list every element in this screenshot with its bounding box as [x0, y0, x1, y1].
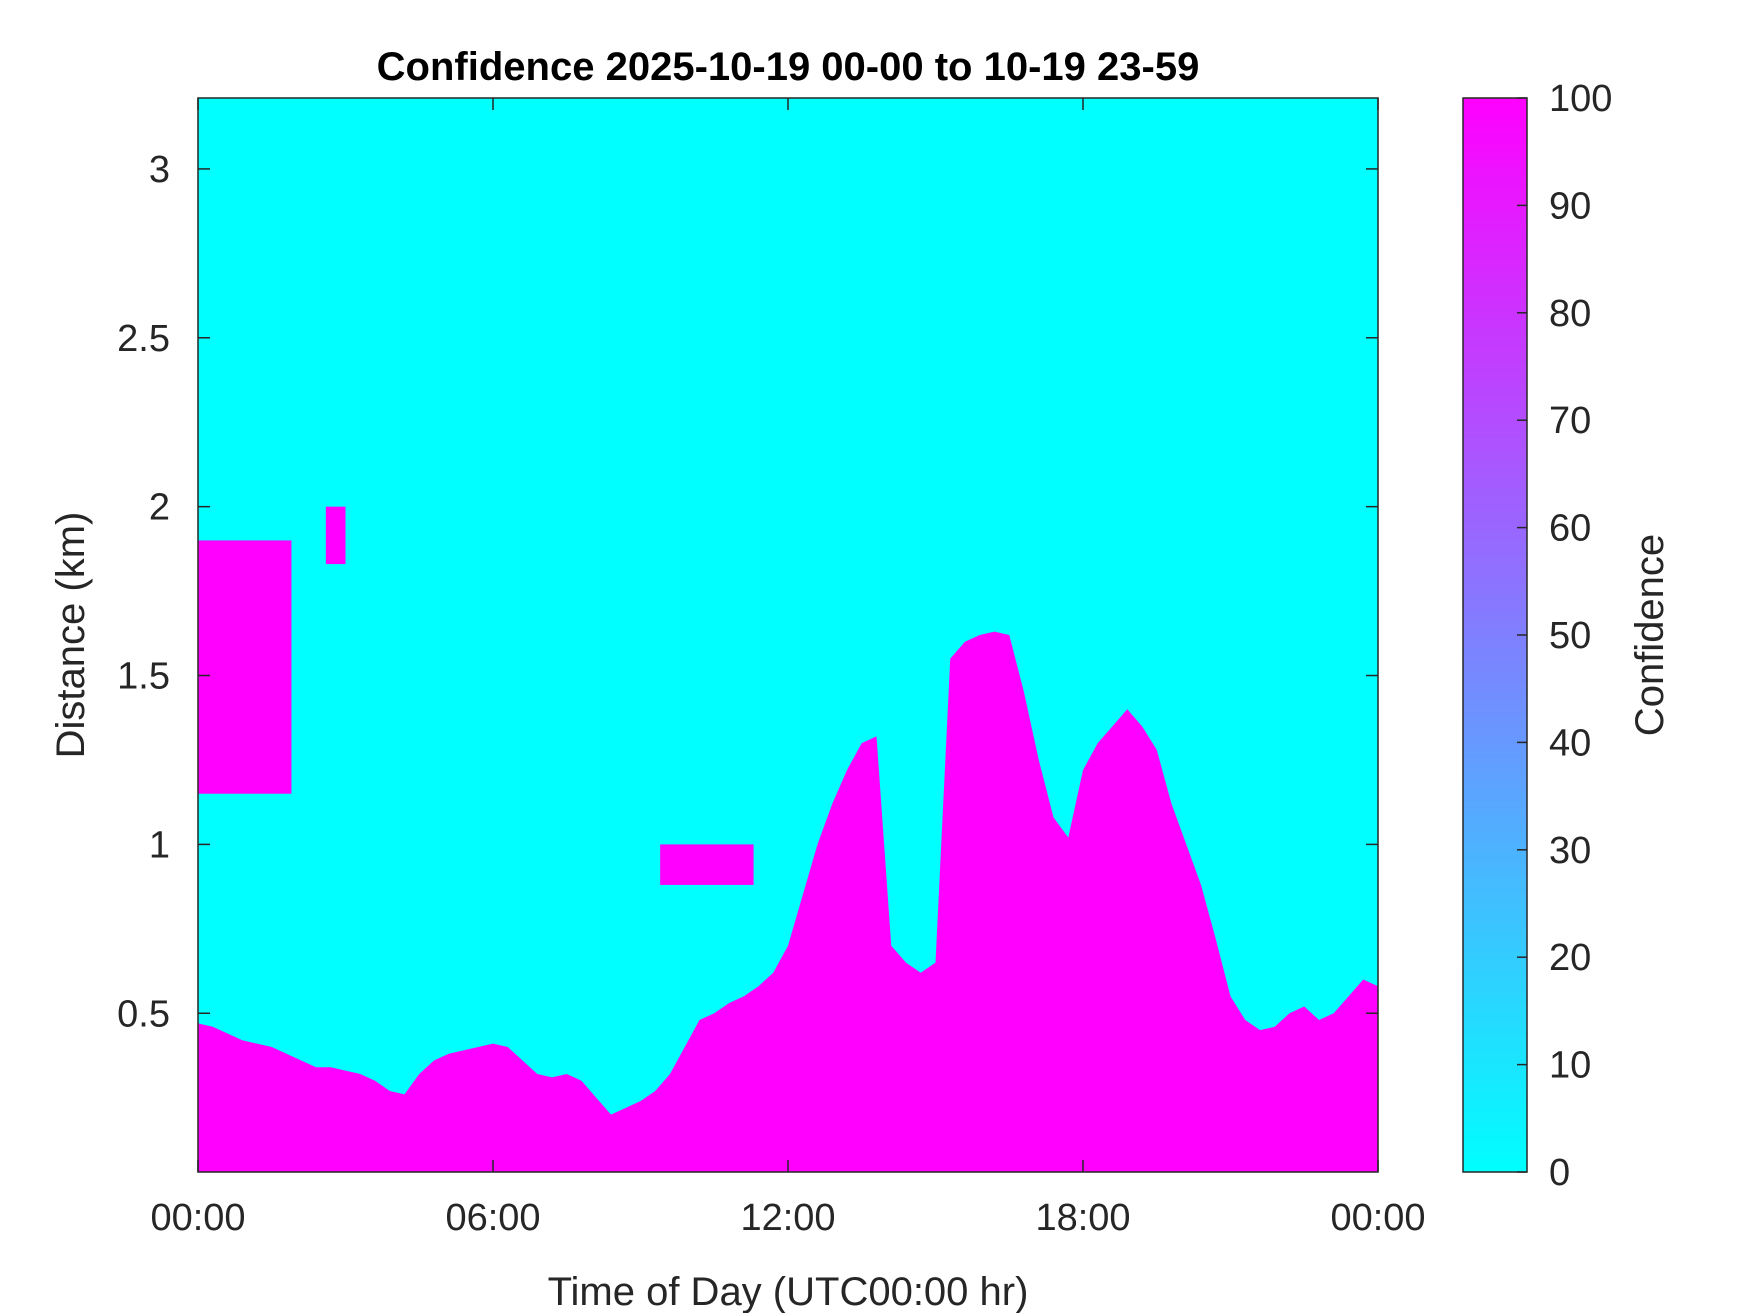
heatmap-layer — [198, 506, 1378, 1172]
x-tick-label: 06:00 — [445, 1197, 540, 1239]
y-tick-label: 2 — [149, 487, 170, 529]
colorbar-tick-label: 90 — [1549, 185, 1591, 227]
colorbar-tick-label: 40 — [1549, 722, 1591, 764]
colorbar-tick-label: 30 — [1549, 830, 1591, 872]
colorbar-tick-label: 70 — [1549, 400, 1591, 442]
colorbar-gradient — [1462, 97, 1528, 1173]
y-tick-label: 0.5 — [117, 993, 170, 1035]
x-tick-label: 18:00 — [1035, 1197, 1130, 1239]
confidence-layer — [198, 631, 1378, 1172]
colorbar-tick-label: 80 — [1549, 293, 1591, 335]
colorbar-label: Confidence — [1628, 534, 1672, 736]
colorbar-tick-label: 50 — [1549, 615, 1591, 657]
confidence-patch-2 — [325, 506, 346, 565]
x-tick-label: 00:00 — [150, 1197, 245, 1239]
colorbar-tick-label: 100 — [1549, 78, 1612, 120]
chart-title: Confidence 2025-10-19 00-00 to 10-19 23-… — [377, 45, 1200, 89]
y-tick-label: 3 — [149, 149, 170, 191]
x-axis-label: Time of Day (UTC00:00 hr) — [548, 1270, 1029, 1313]
y-axis: 0.5 1 1.5 2 2.5 3 — [117, 149, 1378, 1035]
colorbar-tick-label: 20 — [1549, 937, 1591, 979]
y-tick-label: 2.5 — [117, 318, 170, 360]
x-axis: 00:00 06:00 12:00 18:00 00:00 — [150, 98, 1426, 1239]
colorbar-ticks: 0 10 20 30 40 50 60 70 80 90 100 — [1517, 78, 1612, 1194]
y-axis-label: Distance (km) — [49, 512, 93, 759]
y-tick-label: 1.5 — [117, 656, 170, 698]
confidence-patch-1 — [660, 844, 754, 885]
colorbar-tick-label: 10 — [1549, 1045, 1591, 1087]
y-tick-label: 1 — [149, 824, 170, 866]
colorbar-tick-label: 0 — [1549, 1152, 1570, 1194]
x-tick-label: 00:00 — [1330, 1197, 1425, 1239]
colorbar-tick-label: 60 — [1549, 508, 1591, 550]
confidence-patch-0 — [198, 540, 292, 794]
x-tick-label: 12:00 — [740, 1197, 835, 1239]
